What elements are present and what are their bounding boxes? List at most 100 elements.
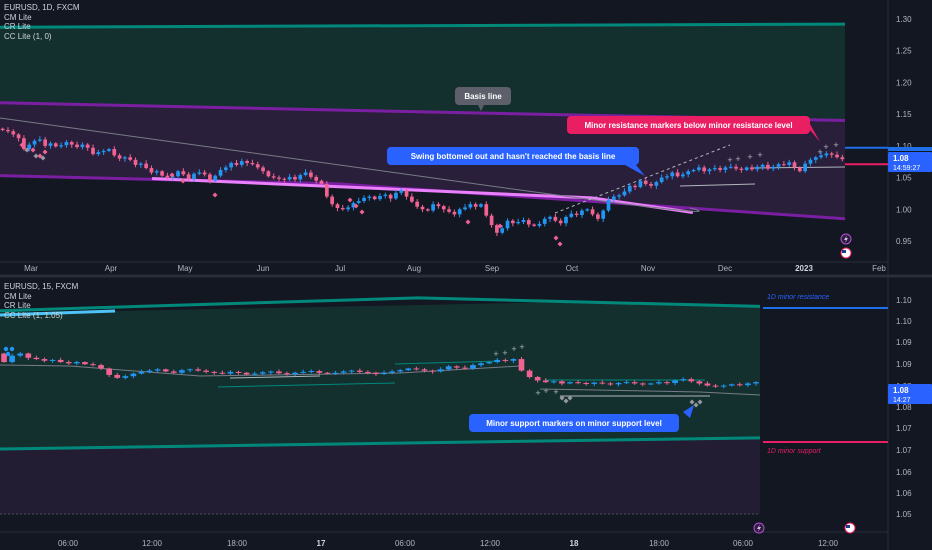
candle-body [203,370,209,372]
bottom-legend-cr: CR Lite [4,301,31,310]
bottom-teal-level-1 [217,382,396,388]
candle-body [9,355,15,363]
basis-annotation-box [455,87,511,105]
candle-body [575,382,581,384]
candle-body [181,171,186,175]
candle-body [176,171,180,177]
bottom-upper-fill [0,302,760,449]
candle-body [367,196,372,198]
top-x-tick: Mar [24,264,38,273]
bottom-gray-marker [563,398,569,404]
bottom-gray-marker [697,399,703,405]
candle-body [340,371,347,373]
candle-body [500,228,505,233]
candle-body [567,382,573,384]
candle-body [160,171,164,176]
candle-body [192,173,196,179]
candle-body [69,142,74,145]
bottom-gray-marker [567,395,573,401]
minor-sup-annotation-box [469,414,679,432]
top-y-tick: 1.20 [896,78,912,87]
candle-body [268,371,274,373]
minor-res-annotation-tail [805,124,820,142]
candle-body [146,370,153,372]
candle-body [144,163,149,169]
candle-body [378,195,382,200]
candle-body [813,157,818,160]
lightning-icon [753,522,765,534]
candle-body [43,139,48,146]
bottom-x-tick: 06:00 [733,539,754,548]
candle-body [649,183,653,186]
candle-body [138,371,145,374]
top-support-marker [465,219,471,225]
bottom-gray-average-2 [539,388,761,396]
candle-body [617,195,621,197]
candle-body [591,382,598,384]
candle-body [162,369,169,372]
candle-body [696,381,703,384]
candle-body [429,370,436,372]
top-x-tick: Oct [566,264,579,273]
candle-body [664,382,670,384]
minor-res-annotation-text: Minor resistance markers below minor res… [584,121,792,130]
candle-body [686,171,691,175]
candle-body [835,154,839,158]
top-y-tick: 1.30 [896,15,912,24]
candle-body [526,370,533,378]
candle-body [585,209,590,211]
top-candles [0,127,845,237]
candle-body [553,216,558,221]
candle-body [723,167,728,170]
top-plus-marker: + [757,150,762,160]
candle-body [85,144,90,148]
top-gray-average [0,117,700,212]
candle-body [381,372,387,375]
bottom-x-tick: 17 [317,539,326,548]
candle-body [445,366,452,370]
candle-body [681,174,685,177]
candle-body [250,162,255,165]
candle-body [218,169,223,176]
candle-body [405,368,412,371]
candle-body [64,142,69,146]
top-support-marker [169,172,175,178]
candle-body [282,178,287,180]
candle-body [753,382,759,384]
top-y-tick: 1.10 [896,142,912,151]
candle-body [797,167,802,172]
top-gray-marker [40,155,46,161]
candle-body [346,207,350,210]
bottom-blue-dot [5,351,11,357]
minor-sup-annotation: Minor support markers on minor support l… [469,405,694,432]
candle-body [643,180,648,184]
candle-body [276,371,282,374]
top-x-tick: Jun [257,264,270,273]
candle-body [532,224,536,226]
candle-body [580,210,584,215]
candle-body [114,374,121,378]
top-res-tag [888,147,932,151]
candle-body [607,383,614,385]
candle-body [526,220,531,225]
candle-body [335,204,340,209]
swing-annotation-tail [625,165,645,176]
top-upper-band-line [0,22,846,29]
bottom-price-tag [888,384,932,404]
top-gray-marker [24,147,30,153]
candle-body [107,149,111,151]
candle-body [415,201,420,207]
bottom-lower-fill [0,437,760,514]
candle-body [101,150,106,153]
candle-body [224,167,228,170]
candle-body [639,383,646,385]
candle-body [574,213,579,215]
bottom-legend: EURUSD, 15, FXCM CM Lite CR Lite CC Lite… [4,282,78,320]
candle-body [739,168,744,170]
top-legend: EURUSD, 1D, FXCM CM Lite CR Lite CC Lite… [4,3,80,41]
minor-res-annotation-box [567,116,810,134]
top-support-marker [359,209,365,215]
candle-body [234,162,239,165]
top-x-tick: Nov [641,264,655,273]
